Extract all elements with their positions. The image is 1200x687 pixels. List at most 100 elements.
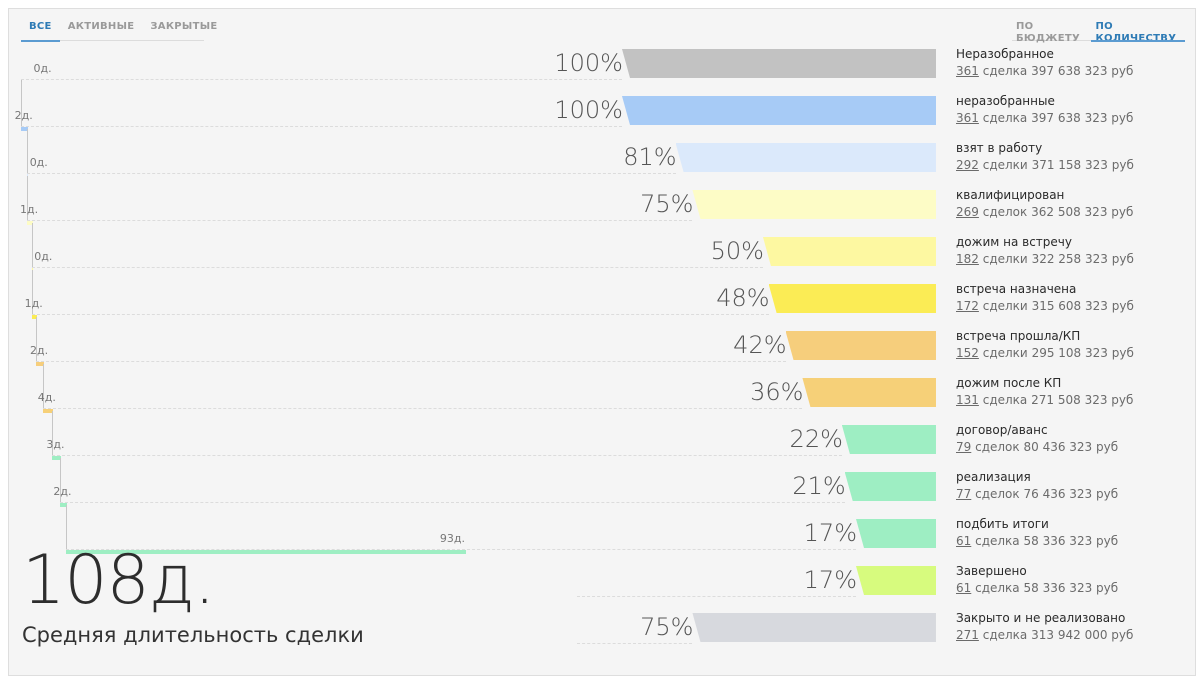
stage-deal-word: сделки xyxy=(982,346,1028,360)
stage-deal-count-link[interactable]: 361 xyxy=(956,64,979,78)
timeline-step xyxy=(21,127,29,131)
funnel-bar[interactable] xyxy=(802,378,936,407)
stage-name: реализация xyxy=(956,470,1031,484)
funnel-row: 17% подбить итоги 61 сделка 58 336 323 руб… xyxy=(9,516,1195,563)
row-guide-line xyxy=(577,643,693,644)
stage-percent: 75% xyxy=(640,613,694,641)
timeline-connector xyxy=(66,505,67,552)
funnel-bar[interactable] xyxy=(856,519,936,548)
timeline-step xyxy=(36,362,44,366)
stage-amount: 322 258 323 руб xyxy=(1031,252,1134,266)
stage-amount: 80 436 323 руб xyxy=(1023,440,1119,454)
stage-deal-count-link[interactable]: 131 xyxy=(956,393,979,407)
stage-percent: 21% xyxy=(792,472,846,500)
funnel-row: 75% квалифицирован 269 сделок 362 508 323 … xyxy=(9,187,1195,270)
stage-name: Завершено xyxy=(956,564,1027,578)
stage-deal-count-link[interactable]: 292 xyxy=(956,158,979,172)
stage-percent: 17% xyxy=(803,519,857,547)
stage-deal-count-link[interactable]: 61 xyxy=(956,581,972,595)
timeline-step xyxy=(59,503,67,507)
stage-name: Закрыто и не реализовано xyxy=(956,611,1126,625)
tab-by-budget[interactable]: ПО БЮДЖЕТУ xyxy=(1016,21,1080,44)
stage-amount: 58 336 323 руб xyxy=(1023,534,1119,548)
timeline-connector xyxy=(52,411,53,458)
row-guide-line xyxy=(21,126,622,127)
tab-active[interactable]: АКТИВНЫЕ xyxy=(67,21,135,32)
stage-deal-count-link[interactable]: 172 xyxy=(956,299,979,313)
stage-percent: 81% xyxy=(623,143,677,171)
row-guide-line xyxy=(59,502,845,503)
timeline-days-label: 2д. xyxy=(14,109,33,122)
stage-meta: 131 сделка 271 508 323 руб xyxy=(956,393,1133,407)
stage-meta: 361 сделка 397 638 323 руб xyxy=(956,111,1133,125)
funnel-bar[interactable] xyxy=(622,49,936,78)
funnel-row: 36% дожим после КП 131 сделка 271 508 323 … xyxy=(9,375,1195,458)
stage-name: дожим после КП xyxy=(956,376,1062,390)
stage-amount: 397 638 323 руб xyxy=(1031,64,1134,78)
stage-deal-count-link[interactable]: 79 xyxy=(956,440,972,454)
timeline-days-label: 0д. xyxy=(34,250,53,263)
funnel-row: 48% встреча назначена 172 сделки 315 608 3… xyxy=(9,281,1195,364)
stage-deal-count-link[interactable]: 269 xyxy=(956,205,979,219)
row-guide-line xyxy=(21,79,622,80)
stage-percent: 100% xyxy=(554,49,623,77)
row-guide-line xyxy=(31,314,769,315)
tab-closed[interactable]: ЗАКРЫТЫЕ xyxy=(150,21,218,32)
stage-percent: 48% xyxy=(716,284,770,312)
stage-deal-count-link[interactable]: 182 xyxy=(956,252,979,266)
stage-percent: 22% xyxy=(789,425,843,453)
funnel-bar[interactable] xyxy=(692,613,936,642)
row-guide-line xyxy=(577,596,856,597)
funnel-bar[interactable] xyxy=(856,566,936,595)
status-filter-tabs: ВСЕ АКТИВНЫЕ ЗАКРЫТЫЕ xyxy=(21,21,217,42)
funnel-row: 22% договор/аванс 79 сделок 80 436 323 руб… xyxy=(9,422,1195,505)
stage-deal-word: сделка xyxy=(975,581,1020,595)
funnel-row: 42% встреча прошла/КП 152 сделки 295 108 3… xyxy=(9,328,1195,411)
timeline-connector xyxy=(31,223,33,270)
stage-meta: 172 сделки 315 608 323 руб xyxy=(956,299,1134,313)
funnel-bar[interactable] xyxy=(785,331,936,360)
stage-deal-count-link[interactable]: 152 xyxy=(956,346,979,360)
tab-by-count[interactable]: ПО КОЛИЧЕСТВУ xyxy=(1091,21,1185,44)
stage-deal-count-link[interactable]: 271 xyxy=(956,628,979,642)
stage-deal-count-link[interactable]: 361 xyxy=(956,111,979,125)
stage-deal-count-link[interactable]: 61 xyxy=(956,534,972,548)
row-guide-line xyxy=(31,267,763,268)
stage-meta: 61 сделка 58 336 323 руб xyxy=(956,534,1118,548)
stage-deal-word: сделки xyxy=(982,252,1028,266)
timeline-days-label: 1д. xyxy=(20,203,39,216)
stage-meta: 271 сделка 313 942 000 руб xyxy=(956,628,1133,642)
stage-meta: 182 сделки 322 258 323 руб xyxy=(956,252,1134,266)
stage-amount: 271 508 323 руб xyxy=(1031,393,1134,407)
stage-meta: 79 сделок 80 436 323 руб xyxy=(956,440,1118,454)
funnel-bar[interactable] xyxy=(692,190,936,219)
row-guide-line xyxy=(42,408,803,409)
funnel-bar[interactable] xyxy=(622,96,936,125)
timeline-step xyxy=(42,409,53,413)
funnel-row: 81% взят в работу 292 сделки 371 158 323 р… xyxy=(9,140,1195,223)
timeline-step xyxy=(52,456,61,460)
funnel-bar[interactable] xyxy=(675,143,936,172)
funnel-row: 75% Закрыто и не реализовано 271 сделка 31… xyxy=(9,610,1195,657)
funnel-bar[interactable] xyxy=(841,425,936,454)
funnel-row: 50% дожим на встречу 182 сделки 322 258 32… xyxy=(9,234,1195,317)
funnel-row: 100% неразобранные 361 сделка 397 638 323 … xyxy=(9,93,1195,176)
tab-all[interactable]: ВСЕ xyxy=(21,21,60,42)
stage-deal-word: сделка xyxy=(982,393,1028,407)
timeline-days-label: 1д. xyxy=(24,297,43,310)
stage-deal-count-link[interactable]: 77 xyxy=(956,487,972,501)
funnel-row: 100% Неразобранное 361 сделка 397 638 323 … xyxy=(9,46,1195,129)
stage-name: договор/аванс xyxy=(956,423,1048,437)
stage-name: подбить итоги xyxy=(956,517,1049,531)
funnel-bar[interactable] xyxy=(768,284,936,313)
stage-deal-word: сделки xyxy=(982,299,1028,313)
average-duration-value: 108д. xyxy=(22,541,215,620)
stage-deal-word: сделок xyxy=(975,487,1020,501)
funnel-bar[interactable] xyxy=(762,237,936,266)
timeline-days-label: 0д. xyxy=(33,62,52,75)
timeline-connector xyxy=(27,176,29,223)
stage-amount: 295 108 323 руб xyxy=(1031,346,1134,360)
stage-amount: 58 336 323 руб xyxy=(1023,581,1119,595)
funnel-bar[interactable] xyxy=(844,472,936,501)
stage-meta: 77 сделок 76 436 323 руб xyxy=(956,487,1118,501)
